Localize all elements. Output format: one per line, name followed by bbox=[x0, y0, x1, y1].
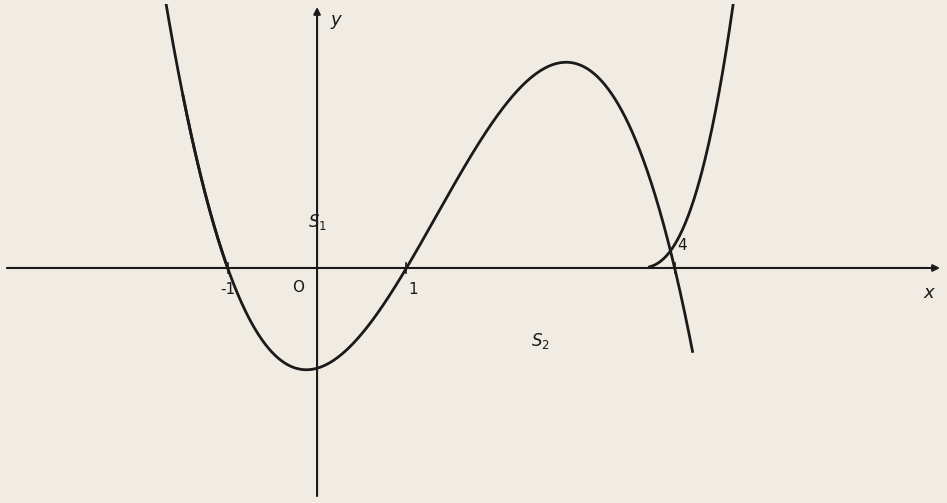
Text: $S_1$: $S_1$ bbox=[308, 212, 327, 232]
Text: 4: 4 bbox=[677, 238, 687, 254]
Text: O: O bbox=[292, 280, 304, 295]
Text: -1: -1 bbox=[220, 283, 235, 297]
Text: y: y bbox=[331, 11, 341, 29]
Text: x: x bbox=[923, 285, 934, 302]
Text: 1: 1 bbox=[409, 283, 419, 297]
Text: $S_2$: $S_2$ bbox=[531, 330, 550, 351]
